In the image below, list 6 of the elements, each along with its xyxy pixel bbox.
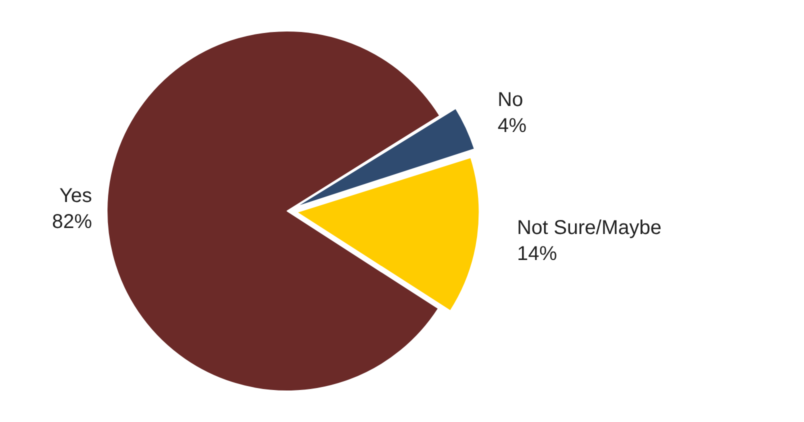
slice-label: Yes: [59, 185, 92, 208]
data-label: 82%: [52, 211, 92, 234]
data-label: 4%: [498, 115, 527, 138]
data-label: 14%: [516, 243, 558, 266]
slice-label: No: [498, 89, 524, 112]
slice-label: Not Sure/Maybe: [516, 217, 662, 240]
